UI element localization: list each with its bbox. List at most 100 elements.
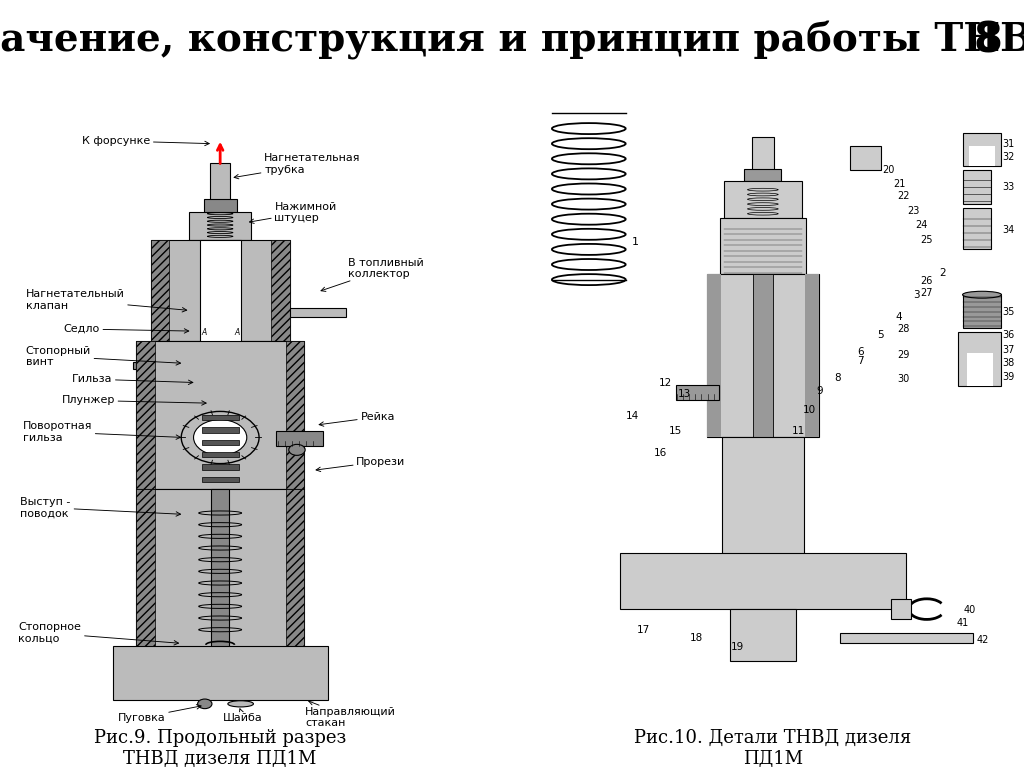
Bar xyxy=(730,609,796,660)
Text: Гильза: Гильза xyxy=(72,374,193,384)
Text: 25: 25 xyxy=(921,235,933,245)
Bar xyxy=(202,415,239,420)
Bar xyxy=(204,199,237,213)
Text: 10: 10 xyxy=(803,405,815,415)
Text: 38: 38 xyxy=(1002,358,1015,368)
Text: 33: 33 xyxy=(1002,182,1015,192)
Bar xyxy=(724,182,802,218)
Text: В топливный
коллектор: В топливный коллектор xyxy=(322,258,424,291)
Bar xyxy=(744,169,781,182)
Text: Стопорный
винт: Стопорный винт xyxy=(26,346,180,367)
Text: 16: 16 xyxy=(654,448,667,458)
Bar xyxy=(113,646,328,700)
Text: Шайба: Шайба xyxy=(223,709,263,723)
Bar xyxy=(707,274,819,437)
Bar xyxy=(189,212,251,240)
Text: Выступ -
поводок: Выступ - поводок xyxy=(20,497,180,518)
Bar xyxy=(805,274,819,437)
Bar xyxy=(151,240,169,341)
Bar xyxy=(850,146,881,170)
Bar xyxy=(211,345,229,410)
Bar xyxy=(136,341,304,489)
Bar xyxy=(200,240,241,374)
Bar xyxy=(290,308,346,318)
Text: Нагнетательная
трубка: Нагнетательная трубка xyxy=(234,153,360,179)
Bar xyxy=(891,599,911,620)
Text: Рис.10. Детали ТНВД дизеля
ПД1М: Рис.10. Детали ТНВД дизеля ПД1М xyxy=(635,729,911,767)
Bar xyxy=(136,489,155,647)
Text: 35: 35 xyxy=(1002,307,1015,317)
Bar xyxy=(752,137,774,170)
Bar xyxy=(707,274,721,437)
Text: 24: 24 xyxy=(915,219,928,229)
Circle shape xyxy=(194,420,247,456)
Text: 34: 34 xyxy=(1002,225,1015,235)
Bar xyxy=(967,353,993,386)
Text: 30: 30 xyxy=(897,374,909,384)
Text: 8: 8 xyxy=(974,19,1002,61)
Ellipse shape xyxy=(963,291,1001,298)
Text: 41: 41 xyxy=(956,618,969,628)
Text: 6: 6 xyxy=(857,347,863,357)
FancyBboxPatch shape xyxy=(151,240,290,341)
Text: Направляющий
стакан: Направляющий стакан xyxy=(305,701,396,729)
Text: 17: 17 xyxy=(637,624,649,635)
Bar xyxy=(202,427,239,433)
Bar xyxy=(620,553,906,609)
Text: 37: 37 xyxy=(1002,344,1015,354)
Bar xyxy=(113,646,328,700)
Text: 23: 23 xyxy=(907,206,920,216)
Text: 27: 27 xyxy=(921,288,933,298)
Bar xyxy=(276,430,323,446)
Text: 13: 13 xyxy=(678,389,690,400)
Text: Нажимной
штуцер: Нажимной штуцер xyxy=(250,202,337,223)
Text: Рис.9. Продольный разрез
ТНВД дизеля ПД1М: Рис.9. Продольный разрез ТНВД дизеля ПД1… xyxy=(94,729,346,767)
Text: 9: 9 xyxy=(816,386,822,396)
Bar xyxy=(969,146,995,166)
Bar xyxy=(133,362,154,369)
Text: 11: 11 xyxy=(793,426,805,436)
Bar xyxy=(202,476,239,482)
Text: 19: 19 xyxy=(731,642,743,652)
Bar xyxy=(840,633,973,644)
Text: Стопорное
кольцо: Стопорное кольцо xyxy=(18,622,178,645)
Text: 39: 39 xyxy=(1002,372,1015,382)
Text: 36: 36 xyxy=(1002,330,1015,340)
Text: Рейка: Рейка xyxy=(319,412,395,426)
Bar xyxy=(211,489,229,647)
Text: A: A xyxy=(201,328,207,337)
FancyBboxPatch shape xyxy=(963,133,1001,166)
Circle shape xyxy=(181,411,259,463)
Bar xyxy=(202,439,239,445)
Text: 32: 32 xyxy=(1002,153,1015,163)
Text: К форсунке: К форсунке xyxy=(82,136,209,146)
Text: A: A xyxy=(233,328,240,337)
Bar xyxy=(722,437,804,555)
Text: Плунжер: Плунжер xyxy=(61,396,206,406)
Bar xyxy=(286,341,304,489)
Text: 14: 14 xyxy=(627,410,639,420)
Text: Назначение, конструкция и принцип работы ТНВД: Назначение, конструкция и принцип работы… xyxy=(0,21,1024,60)
Text: 21: 21 xyxy=(893,179,905,189)
Bar xyxy=(136,341,155,489)
Text: Пуговка: Пуговка xyxy=(118,705,201,723)
Bar xyxy=(676,384,719,400)
Text: 8: 8 xyxy=(835,373,841,383)
Circle shape xyxy=(289,444,305,456)
Text: 18: 18 xyxy=(690,633,702,643)
Bar xyxy=(720,218,806,274)
Text: 26: 26 xyxy=(921,276,933,286)
Circle shape xyxy=(198,699,212,709)
Text: 5: 5 xyxy=(878,330,884,340)
Text: 31: 31 xyxy=(1002,139,1015,149)
Bar xyxy=(271,240,290,341)
Text: 2: 2 xyxy=(939,268,945,278)
Bar xyxy=(963,170,991,204)
Text: Поворотная
гильза: Поворотная гильза xyxy=(23,421,180,443)
Text: 20: 20 xyxy=(883,165,895,175)
Text: 29: 29 xyxy=(897,350,909,360)
Ellipse shape xyxy=(227,701,254,707)
Text: 42: 42 xyxy=(977,635,989,645)
Text: 12: 12 xyxy=(659,377,672,387)
Text: Седло: Седло xyxy=(63,324,188,334)
